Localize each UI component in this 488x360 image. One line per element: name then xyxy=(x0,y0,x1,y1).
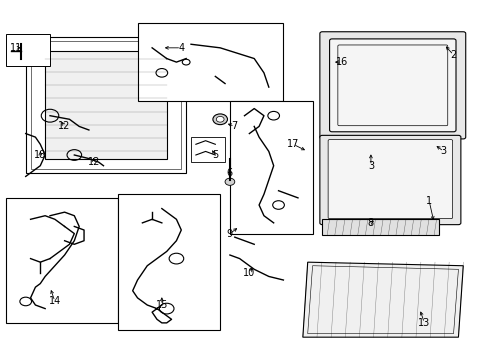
Text: 9: 9 xyxy=(226,229,232,239)
Text: 17: 17 xyxy=(286,139,299,149)
FancyBboxPatch shape xyxy=(319,135,460,225)
Circle shape xyxy=(216,116,224,122)
Text: 13: 13 xyxy=(417,318,429,328)
Text: 11: 11 xyxy=(10,43,22,53)
Text: 4: 4 xyxy=(178,43,184,53)
Polygon shape xyxy=(6,198,118,323)
Text: 8: 8 xyxy=(367,218,373,228)
Text: 16: 16 xyxy=(335,57,347,67)
Text: 6: 6 xyxy=(226,168,232,178)
FancyBboxPatch shape xyxy=(329,39,455,132)
Text: 7: 7 xyxy=(231,121,238,131)
Text: 3: 3 xyxy=(367,161,373,171)
Text: 1: 1 xyxy=(426,197,431,206)
Polygon shape xyxy=(6,33,50,66)
Polygon shape xyxy=(191,137,224,162)
Text: 3: 3 xyxy=(440,147,446,157)
Circle shape xyxy=(224,178,234,185)
FancyBboxPatch shape xyxy=(319,32,465,139)
Polygon shape xyxy=(137,23,283,102)
Polygon shape xyxy=(322,219,438,235)
Text: 18: 18 xyxy=(34,150,46,160)
Text: 12: 12 xyxy=(87,157,100,167)
FancyBboxPatch shape xyxy=(327,140,452,219)
Text: 12: 12 xyxy=(58,121,71,131)
Polygon shape xyxy=(118,194,220,330)
Text: 2: 2 xyxy=(449,50,456,60)
Circle shape xyxy=(212,114,227,125)
Text: 15: 15 xyxy=(155,300,168,310)
Polygon shape xyxy=(45,51,166,158)
Text: 14: 14 xyxy=(49,296,61,306)
Polygon shape xyxy=(302,262,462,337)
Polygon shape xyxy=(229,102,312,234)
Polygon shape xyxy=(26,37,186,173)
Text: 5: 5 xyxy=(212,150,218,160)
Text: 10: 10 xyxy=(243,268,255,278)
